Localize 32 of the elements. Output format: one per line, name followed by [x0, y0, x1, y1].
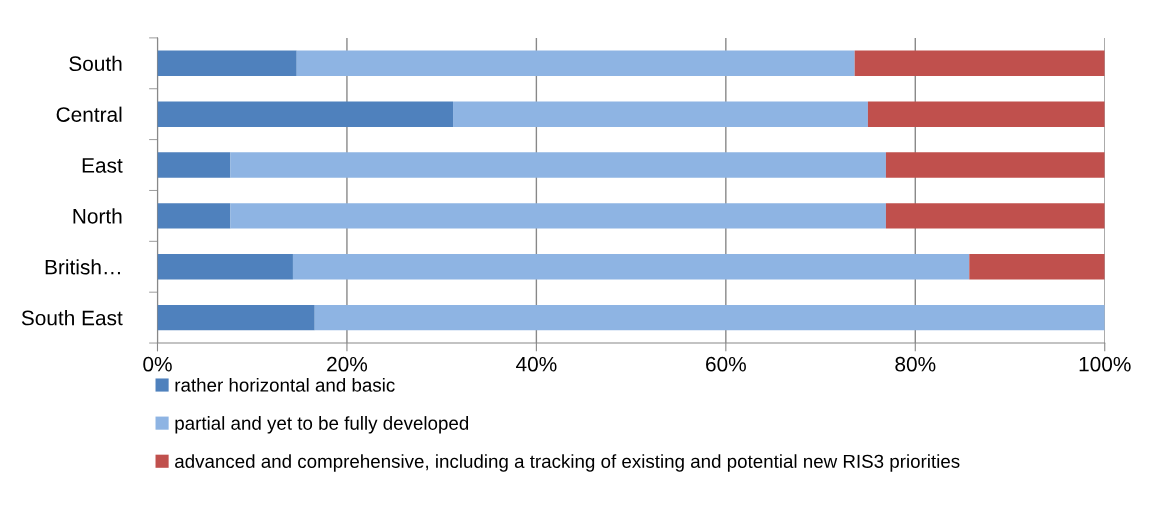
- y-tick-label: British…: [45, 259, 120, 275]
- bar: [230, 203, 886, 229]
- bar: [885, 203, 1105, 229]
- y-tick-label: East: [82, 158, 123, 173]
- x-tick-label: 100%: [1079, 356, 1131, 372]
- bar: [230, 152, 886, 178]
- bar: [157, 101, 454, 127]
- bar: [867, 101, 1105, 127]
- bar: [292, 254, 970, 280]
- bar: [157, 254, 293, 280]
- y-tick-label: South: [69, 55, 122, 72]
- bar: [854, 50, 1105, 77]
- x-tick-label: 0%: [143, 356, 172, 372]
- bar: [314, 304, 1105, 331]
- legend-label: advanced and comprehensive, including a tracking of existing and potential new RIS3 priorities: [175, 454, 960, 472]
- bar: [157, 304, 315, 331]
- bar: [453, 101, 868, 127]
- y-tick-label: South East: [21, 310, 123, 326]
- bar: [157, 50, 297, 77]
- bar: [885, 152, 1105, 178]
- bar: [157, 152, 231, 178]
- x-tick-label: 40%: [516, 356, 557, 372]
- x-tick-label: 80%: [895, 356, 936, 372]
- bar: [969, 254, 1105, 280]
- bar: [157, 203, 231, 229]
- legend-label: partial and yet to be fully developed: [175, 416, 469, 434]
- bar: [296, 50, 855, 77]
- x-tick-label: 60%: [706, 356, 746, 372]
- x-tick-label: 20%: [327, 356, 368, 372]
- y-tick-label: Central: [56, 106, 122, 122]
- legend-label: rather horizontal and basic: [175, 378, 395, 392]
- y-tick-label: North: [73, 208, 122, 224]
